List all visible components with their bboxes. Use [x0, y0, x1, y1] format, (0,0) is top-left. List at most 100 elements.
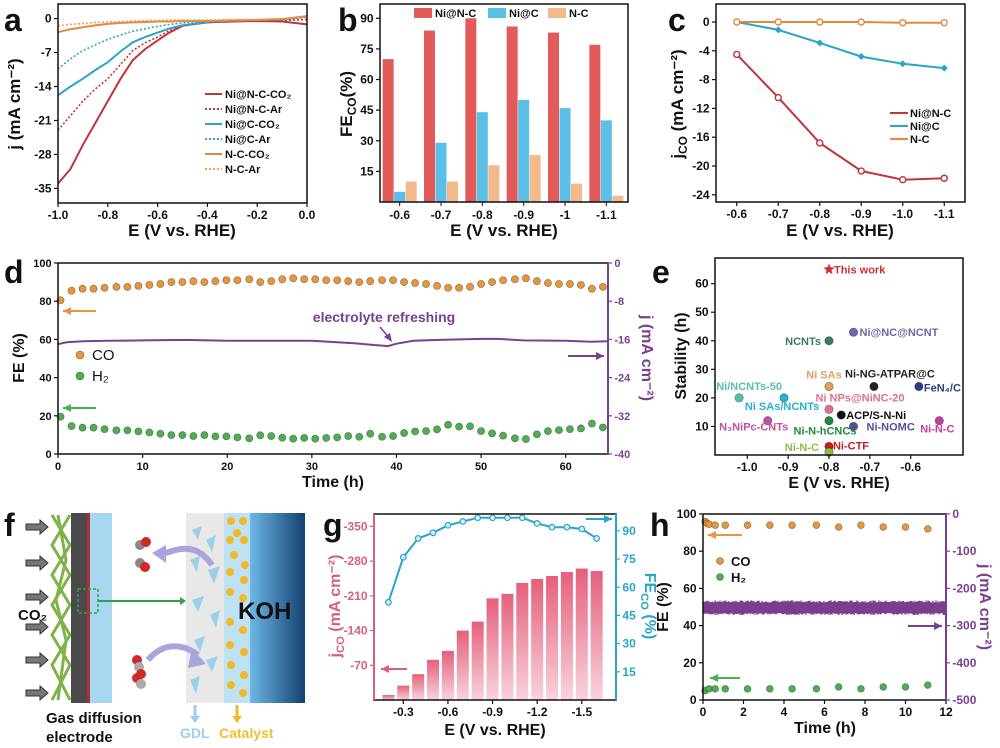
- arrow-icon: [25, 588, 49, 606]
- data-point-h2: [355, 432, 364, 441]
- legend-label: Ni@N-C-Ar: [225, 104, 283, 116]
- y-tick-label: 20: [683, 656, 697, 670]
- data-point-co: [488, 278, 497, 287]
- panel-label-f: f: [4, 507, 15, 543]
- x-tick-label: -1.2: [527, 705, 548, 719]
- x-tick-label: 20: [221, 461, 233, 473]
- point-label: Ni-N-C: [920, 424, 954, 436]
- data-point: [734, 393, 744, 403]
- x-tick-label: -0.3: [393, 705, 414, 719]
- x-tick-label: -0.7: [431, 208, 452, 222]
- data-point-h2: [433, 425, 442, 434]
- panel-label-h: h: [650, 507, 670, 543]
- panel-c-jco-curves: Ni@N-CNi@CN-C -0.6 -0.7 -0.8 -0.9 -1.0 -1.1 0 -4…: [668, 3, 966, 240]
- data-point-h2: [112, 426, 121, 435]
- data-point: [824, 336, 834, 346]
- co2-inlet-arrows: [25, 518, 49, 702]
- catalyst-particles: [226, 517, 249, 697]
- jco-bar: [382, 695, 395, 700]
- data-point-h2: [189, 432, 198, 441]
- x-tick-label: -0.6: [726, 207, 747, 221]
- point-label: NCNTs: [785, 336, 821, 348]
- data-point-h2: [532, 430, 541, 439]
- data-point-h2: [156, 429, 165, 438]
- point-label: Ni-N-C: [785, 442, 819, 454]
- data-point-h2: [333, 433, 342, 442]
- data-point: [774, 93, 782, 102]
- y2-axis-label: FECO (%): [638, 573, 658, 640]
- data-point: [940, 64, 948, 72]
- x-tick-label: -1.1: [596, 208, 617, 222]
- data-point-h2: [233, 433, 242, 442]
- label-main: j: [668, 154, 687, 160]
- y-tick-label: 45: [360, 103, 374, 117]
- y-tick-label: 15: [622, 665, 636, 679]
- data-point-co: [366, 277, 375, 286]
- y-tick-label: -28: [34, 147, 52, 161]
- data-point-co: [587, 284, 596, 293]
- data-point-co: [444, 283, 453, 292]
- arrow-icon: [25, 518, 49, 536]
- data-point-h2: [521, 435, 530, 444]
- x-tick-label: 10: [136, 461, 148, 473]
- x-tick-label: -0.9: [851, 207, 872, 221]
- jco-bar: [575, 568, 588, 700]
- fe-co-point: [593, 535, 601, 542]
- data-point-co: [189, 277, 198, 286]
- x-axis-label: E (V vs. RHE): [450, 221, 558, 240]
- data-point-h2: [289, 434, 298, 443]
- bar-ni-n-c: [506, 26, 518, 202]
- panel-d-stability-test: 0 10 20 30 40 50 60 0 20 40 60 80 100 0 -8 -16 -24 -32 -40…: [11, 258, 655, 491]
- label-subscript: CO: [335, 636, 347, 653]
- y-tick-label: 20: [39, 411, 51, 423]
- data-point-co: [233, 276, 242, 285]
- fe-co-point: [518, 514, 526, 522]
- fe-co-point: [429, 529, 437, 537]
- legend-label: N-C-CO₂: [225, 149, 270, 161]
- bar-ni-c: [476, 112, 488, 202]
- x-tick-label: -0.6: [147, 208, 168, 222]
- x-tick-label: 50: [475, 461, 487, 473]
- data-point-h2: [211, 432, 220, 441]
- catalyst-label: Catalyst: [219, 725, 274, 741]
- y-tick-label: 0: [690, 693, 697, 707]
- legend-swatch: [414, 8, 432, 18]
- x-tick-label: -0.8: [472, 208, 493, 222]
- jco-bar: [471, 621, 484, 700]
- data-point: [816, 139, 824, 147]
- legend-label: CO: [92, 347, 115, 364]
- data-point-co: [499, 276, 508, 285]
- y-axis-label: FECO(%): [337, 71, 359, 137]
- data-point-co: [67, 286, 76, 295]
- point-label: Ni-NOMC: [867, 421, 915, 433]
- data-point: [848, 421, 859, 432]
- point-label: Ni/NCNTs-50: [716, 381, 782, 393]
- data-point: [816, 39, 824, 47]
- y-tick-label: 40: [683, 619, 697, 633]
- y-tick-label: 0: [614, 258, 620, 270]
- y-tick-label: 100: [33, 258, 51, 270]
- data-point: [857, 53, 865, 61]
- y-tick-label: 75: [360, 42, 374, 56]
- data-point-h2: [344, 432, 353, 441]
- x-tick-label: 6: [821, 705, 828, 719]
- data-point-co: [178, 278, 187, 287]
- x-axis-label: E (V vs. RHE): [788, 475, 889, 492]
- y-tick-label: 0: [45, 449, 51, 461]
- fe-co-point: [548, 523, 556, 531]
- current-trace: [703, 600, 946, 616]
- data-point-co: [788, 521, 796, 529]
- current-axis-arrow-head: [596, 352, 604, 360]
- x-tick-label: -0.9: [778, 460, 799, 474]
- point-label: Ni SAs: [806, 369, 841, 381]
- fe-co-axis-arrow-head: [63, 307, 71, 315]
- legend-label: Ni@C: [509, 8, 539, 20]
- plot-frame: [57, 3, 308, 204]
- gdl-pointer-head: [190, 716, 200, 723]
- panel-e-stability-comparison: This work NCNTs Ni@NC@NCNT Ni SAs Ni-NG-ATPA…: [673, 257, 964, 492]
- data-point-h2: [67, 422, 76, 431]
- fe-co-point: [385, 598, 392, 606]
- data-point-h2: [278, 433, 287, 442]
- legend-marker-co: [716, 557, 724, 565]
- series-line-5: [57, 16, 308, 27]
